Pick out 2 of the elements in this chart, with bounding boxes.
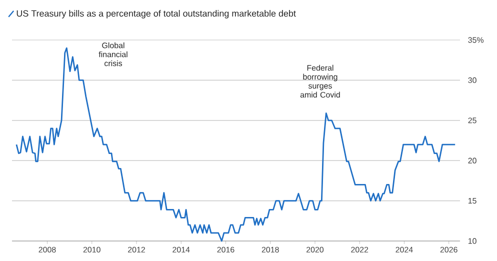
legend-label: US Treasury bills as a percentage of total outstanding marketable debt [16,10,296,18]
line-series [16,47,456,242]
